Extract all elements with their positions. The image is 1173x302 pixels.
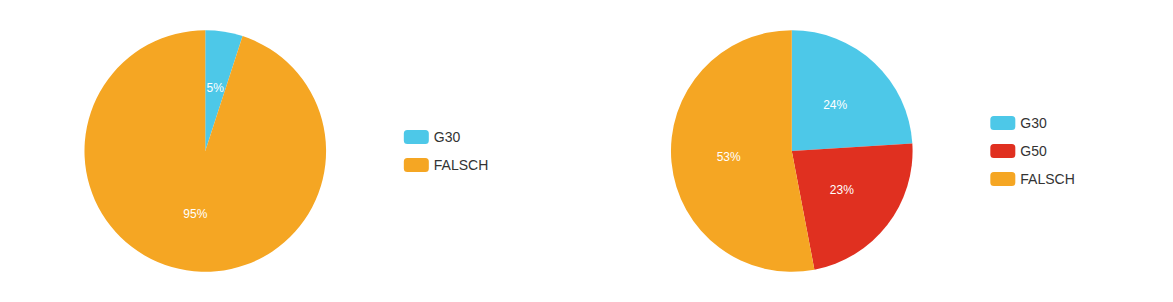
svg-text:95%: 95% [183, 207, 207, 221]
svg-text:FALSCH: FALSCH [1020, 171, 1074, 187]
svg-text:5%: 5% [207, 81, 225, 95]
svg-text:53%: 53% [717, 150, 741, 164]
svg-text:23%: 23% [830, 183, 854, 197]
svg-text:G30: G30 [1020, 115, 1047, 131]
svg-text:G50: G50 [1020, 143, 1047, 159]
svg-text:FALSCH: FALSCH [434, 157, 488, 173]
svg-text:24%: 24% [823, 98, 847, 112]
svg-text:G30: G30 [434, 129, 461, 145]
